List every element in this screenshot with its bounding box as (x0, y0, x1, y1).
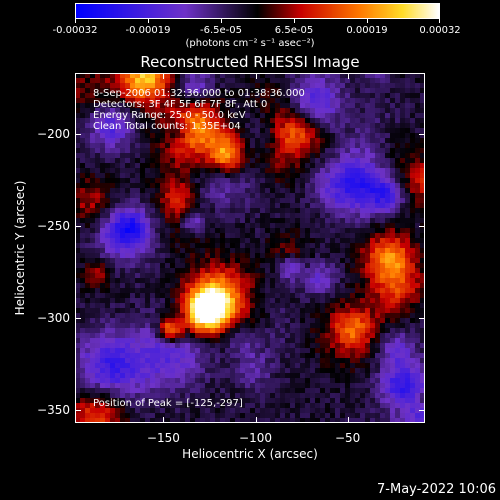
colorbar-tick-label: 6.5e-05 (274, 25, 314, 36)
rhessi-image (75, 73, 425, 423)
colorbar (75, 3, 440, 19)
info-peak: Position of Peak = [-125,-297] (93, 398, 243, 409)
y-tick (75, 225, 81, 227)
x-tick (163, 73, 165, 79)
colorbar-tick-label: -0.00032 (52, 25, 98, 36)
colorbar-tick (439, 19, 440, 23)
y-tick-label: −250 (37, 218, 70, 233)
x-tick (163, 417, 165, 423)
y-axis-label: Heliocentric Y (arcsec) (13, 180, 27, 316)
image-area (75, 73, 425, 423)
colorbar-tick (75, 19, 76, 23)
info-energy: Energy Range: 25.0 - 50.0 keV (93, 110, 246, 121)
x-tick (255, 73, 257, 79)
y-tick (75, 318, 81, 319)
y-tick (419, 133, 425, 135)
x-tick (255, 417, 257, 423)
plot-title: Reconstructed RHESSI Image (140, 53, 360, 71)
y-tick-label: −350 (37, 403, 70, 418)
x-tick (347, 73, 349, 79)
x-tick-label: −100 (239, 431, 272, 445)
y-tick-label: −300 (37, 311, 70, 325)
x-tick-label: −150 (146, 431, 180, 445)
y-tick-label: −200 (37, 126, 70, 141)
y-tick (419, 225, 425, 227)
colorbar-tick (294, 19, 295, 23)
x-tick-label: −50 (334, 431, 361, 445)
colorbar-tick-label: 0.00019 (346, 25, 388, 36)
info-time: 8-Sep-2006 01:32:36.000 to 01:38:36.000 (93, 88, 305, 99)
colorbar-units: (photons cm⁻² s⁻¹ asec⁻²) (185, 38, 315, 49)
x-tick (347, 417, 349, 423)
y-tick (75, 133, 81, 135)
x-axis-label: Heliocentric X (arcsec) (182, 447, 318, 461)
info-method: Clean Total counts: 1.35E+04 (93, 121, 241, 132)
colorbar-tick (148, 19, 149, 23)
colorbar-tick (221, 19, 222, 23)
colorbar-tick-label: -0.00019 (125, 25, 171, 36)
colorbar-tick (367, 19, 368, 23)
y-tick (419, 318, 425, 319)
y-tick (419, 410, 425, 412)
info-detectors: Detectors: 3F 4F 5F 6F 7F 8F, Att 0 (93, 99, 268, 110)
colorbar-tick-label: 0.00032 (419, 25, 461, 36)
y-tick (75, 410, 81, 412)
timestamp: 7-May-2022 10:06 (377, 482, 496, 497)
colorbar-tick-label: -6.5e-05 (200, 25, 242, 36)
